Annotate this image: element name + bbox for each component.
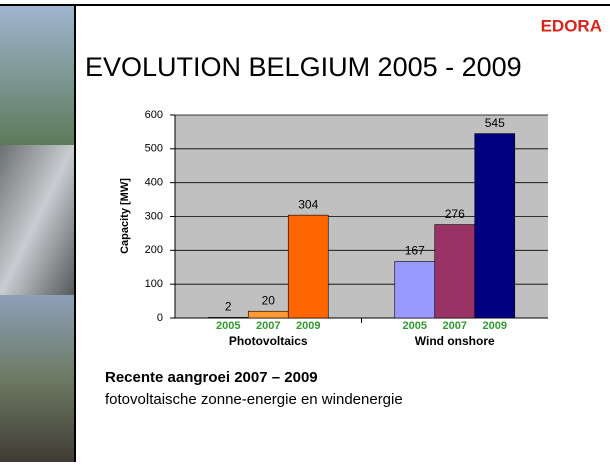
bar-year-label: 2007 (443, 320, 467, 332)
y-tick-label: 400 (145, 177, 163, 189)
photo-dam (0, 295, 74, 462)
value-label: 276 (445, 207, 465, 221)
y-tick-label: 600 (145, 109, 163, 121)
bar-year-label: 2005 (403, 320, 427, 332)
bar (475, 134, 515, 318)
group-label: Photovoltaics (229, 334, 308, 348)
value-label: 545 (485, 116, 505, 130)
bar (208, 317, 248, 318)
bar (288, 215, 328, 318)
y-tick-label: 200 (145, 244, 163, 256)
value-label: 20 (262, 293, 276, 307)
y-axis-label: Capacity [MW] (119, 178, 131, 254)
bar-year-label: 2009 (483, 320, 507, 332)
photo-solar (0, 145, 74, 295)
caption-text: fotovoltaische zonne-energie en windener… (105, 391, 403, 408)
group-label: Wind onshore (415, 334, 495, 348)
bar-year-label: 2005 (216, 320, 240, 332)
caption-heading: Recente aangroei 2007 – 2009 (105, 369, 318, 386)
y-tick-label: 100 (145, 278, 163, 290)
logo: EDORA (541, 16, 602, 35)
value-label: 167 (405, 244, 425, 258)
slide-title: EVOLUTION BELGIUM 2005 - 2009 (85, 52, 522, 82)
value-label: 304 (298, 197, 318, 211)
slide: EDORA EVOLUTION BELGIUM 2005 - 2009 Capa… (0, 0, 610, 462)
bar-year-label: 2009 (296, 320, 320, 332)
bar (435, 225, 475, 318)
bar (395, 261, 435, 318)
value-label: 2 (225, 299, 232, 313)
bar (248, 311, 288, 318)
y-tick-label: 500 (145, 143, 163, 155)
y-tick-label: 300 (145, 210, 163, 222)
bar-year-label: 2007 (256, 320, 280, 332)
y-tick-label: 0 (157, 312, 163, 324)
photo-wind (0, 5, 74, 145)
